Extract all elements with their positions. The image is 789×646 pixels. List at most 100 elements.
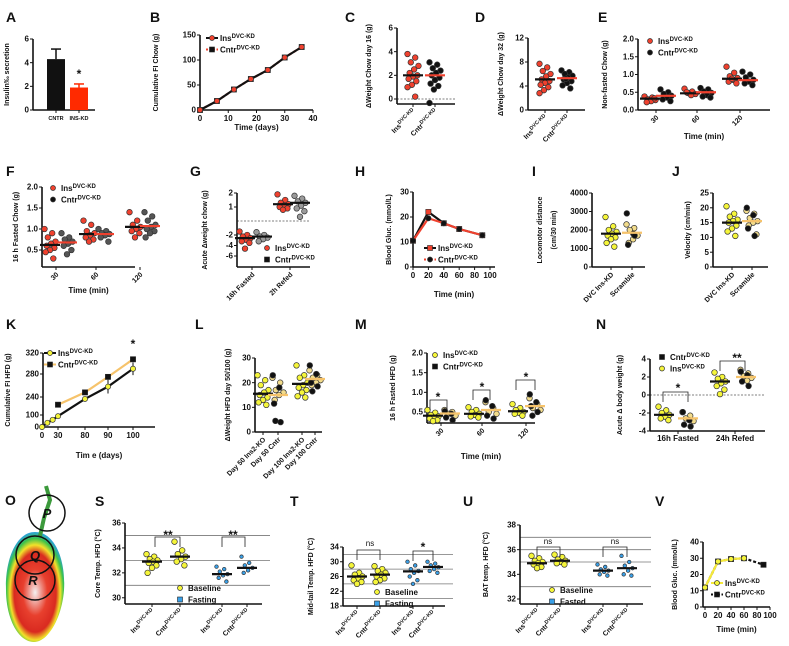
roi-circle-r — [14, 559, 56, 601]
legend-label: Baseline — [188, 584, 221, 593]
data-point — [449, 416, 456, 424]
category-label-superscript: DVC-KD — [611, 607, 630, 626]
y-tick-label: 30 — [690, 554, 699, 563]
legend-label-superscript: DVC-KD — [232, 34, 256, 40]
data-point — [263, 401, 270, 409]
x-tick-label: 100 — [126, 431, 140, 440]
significance-marker: * — [131, 337, 136, 351]
data-point — [97, 234, 104, 241]
data-point — [410, 66, 418, 73]
x-axis-label: Time (min) — [68, 286, 109, 295]
y-tick-label: 240 — [26, 393, 40, 402]
data-point — [274, 191, 281, 198]
series-line — [704, 557, 745, 588]
legend-label: InsDVC-KD — [725, 579, 761, 588]
data-point — [173, 558, 180, 565]
y-tick-label: 2 — [25, 82, 30, 91]
data-point — [430, 86, 438, 93]
legend-label: CntrDVC-KD — [58, 361, 98, 370]
data-point — [105, 238, 112, 245]
significance-bracket — [472, 389, 491, 400]
y-tick-label: 0 — [642, 391, 647, 400]
y-axis-label-line2: (cm/30 min) — [551, 211, 558, 250]
category-label-base: 30 — [50, 271, 61, 282]
y-axis-label: Core Temp. HFD (°C) — [94, 529, 102, 598]
legend-label-superscript: DVC-KD — [674, 49, 698, 55]
roi-circle-p — [28, 494, 66, 532]
data-point — [657, 86, 664, 93]
legend-marker — [432, 352, 438, 358]
data-point — [702, 584, 708, 591]
data-point — [80, 217, 87, 224]
y-axis-label: Cumulative FI HFD (g) — [5, 353, 12, 426]
x-axis-label: Time (min) — [434, 290, 475, 299]
data-point — [533, 399, 540, 406]
data-point — [442, 414, 450, 421]
y-tick-label: 34 — [507, 570, 516, 579]
category-label-superscript: DVC-KD — [364, 609, 383, 628]
data-point — [68, 246, 75, 254]
legend-label-base: Baseline — [560, 586, 593, 595]
x-tick-label: 40 — [309, 114, 318, 123]
category-label-superscript: DVC-KD — [231, 607, 250, 626]
data-point — [296, 213, 304, 220]
data-point — [44, 234, 51, 241]
category-label: CntrDVC-KD — [600, 607, 631, 638]
data-point — [238, 238, 245, 245]
x-tick-label: 0 — [703, 611, 708, 620]
data-point — [624, 241, 632, 248]
legend-label: Fasted — [560, 598, 586, 607]
x-tick-label: 80 — [81, 431, 90, 440]
data-point — [440, 220, 447, 227]
data-point — [715, 558, 721, 565]
y-tick-label: 2.0 — [27, 183, 39, 192]
legend-label-base: Ins — [658, 37, 670, 46]
data-point — [148, 564, 156, 572]
legend-marker — [50, 196, 56, 203]
data-point — [245, 568, 251, 573]
data-point — [63, 251, 71, 258]
y-tick-label: 1.0 — [27, 225, 39, 234]
data-point — [216, 575, 221, 580]
data-point — [255, 238, 262, 245]
legend-label-base: Ins — [275, 244, 287, 253]
y-tick-label: 1.0 — [623, 70, 635, 79]
y-tick-label: 18 — [330, 602, 339, 611]
category-label-superscript: DVC-KD — [551, 113, 570, 132]
legend-label-superscript: DVC-KD — [686, 353, 710, 359]
data-point — [298, 44, 305, 50]
category-label: CntrDVC-KD — [153, 607, 184, 638]
category-label: DVC Ins-KD — [704, 271, 737, 304]
legend-label: Fasting — [188, 596, 217, 605]
data-point — [465, 404, 472, 411]
category-label-base: 60 — [90, 271, 101, 282]
data-point — [434, 61, 441, 68]
data-point — [88, 221, 95, 228]
data-point — [509, 400, 516, 408]
data-point — [236, 228, 243, 235]
panel-label: I — [532, 163, 536, 179]
data-point — [629, 573, 634, 578]
x-tick-label: 30 — [54, 431, 63, 440]
data-point — [528, 552, 535, 559]
data-point — [621, 572, 626, 577]
y-tick-label: 0 — [35, 423, 40, 432]
y-tick-label: 0 — [705, 263, 710, 272]
data-point — [142, 234, 149, 241]
significance-bracket — [602, 546, 628, 557]
significance-marker: ** — [228, 528, 238, 542]
y-tick-label: 0.5 — [623, 88, 635, 97]
data-point — [404, 84, 411, 91]
data-point — [181, 562, 188, 569]
data-point — [433, 561, 438, 566]
y-tick-label: 40 — [690, 538, 699, 547]
y-tick-label: 0 — [695, 603, 700, 612]
data-point — [224, 579, 229, 584]
data-point — [82, 389, 88, 396]
data-point — [429, 418, 437, 425]
data-point — [247, 76, 254, 82]
y-tick-label: 34 — [112, 544, 121, 553]
y-tick-label: 30 — [112, 593, 121, 602]
